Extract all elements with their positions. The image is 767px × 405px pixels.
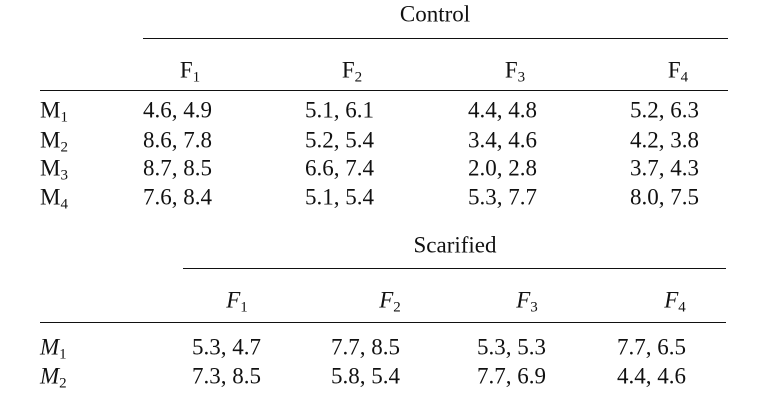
table-cell: 5.1, 5.4 <box>305 184 374 210</box>
label-base: F <box>379 287 394 313</box>
label-subscript: 4 <box>678 299 686 316</box>
rule <box>40 90 728 91</box>
label-subscript: 2 <box>60 139 68 156</box>
label-subscript: 1 <box>240 299 248 316</box>
label-base: M <box>40 334 60 360</box>
column-header: F2 <box>341 57 362 86</box>
table-cell: 8.7, 8.5 <box>143 155 212 181</box>
row-label: M2 <box>40 127 68 156</box>
row-label: M1 <box>40 97 68 126</box>
label-subscript: 3 <box>517 69 526 86</box>
label-base: F <box>341 57 355 83</box>
label-base: F <box>667 57 681 83</box>
label-base: M <box>40 97 61 123</box>
table-title: Scarified <box>413 232 497 258</box>
label-base: M <box>40 363 60 389</box>
rule <box>143 38 728 39</box>
label-subscript: 1 <box>59 346 67 363</box>
label-base: M <box>40 184 61 210</box>
row-label: M1 <box>40 334 67 363</box>
rule <box>40 322 726 323</box>
table-cell: 5.3, 7.7 <box>468 184 537 210</box>
table-cell: 8.6, 7.8 <box>143 127 212 153</box>
table-cell: 4.2, 3.8 <box>630 127 699 153</box>
label-base: F <box>179 57 193 83</box>
table-cell: 6.6, 7.4 <box>305 155 374 181</box>
table-cell: 5.2, 5.4 <box>305 127 374 153</box>
table-cell: 4.6, 4.9 <box>143 97 212 123</box>
table-cell: 5.3, 5.3 <box>477 334 546 360</box>
label-subscript: 4 <box>680 69 689 86</box>
label-subscript: 1 <box>60 109 68 126</box>
row-label: M2 <box>40 363 67 392</box>
label-base: F <box>664 287 679 313</box>
table-cell: 3.4, 4.6 <box>468 127 537 153</box>
label-base: F <box>504 57 518 83</box>
rule <box>183 268 726 269</box>
table-cell: 4.4, 4.8 <box>468 97 537 123</box>
table-cell: 8.0, 7.5 <box>630 184 699 210</box>
table-cell: 7.6, 8.4 <box>143 184 212 210</box>
label-base: F <box>516 287 531 313</box>
label-subscript: 1 <box>192 69 201 86</box>
label-base: F <box>226 287 241 313</box>
label-subscript: 3 <box>60 167 68 184</box>
table-cell: 3.7, 4.3 <box>630 155 699 181</box>
label-subscript: 3 <box>530 299 538 316</box>
label-subscript: 4 <box>60 196 68 213</box>
table-cell: 5.1, 6.1 <box>305 97 374 123</box>
table-cell: 2.0, 2.8 <box>468 155 537 181</box>
table-cell: 7.7, 6.9 <box>477 363 546 389</box>
label-base: M <box>40 127 61 153</box>
table-cell: 7.7, 8.5 <box>331 334 400 360</box>
column-header: F3 <box>516 287 538 316</box>
table-cell: 5.8, 5.4 <box>331 363 400 389</box>
column-header: F4 <box>667 57 688 86</box>
row-label: M3 <box>40 155 68 184</box>
table-cell: 5.3, 4.7 <box>192 334 261 360</box>
label-base: M <box>40 155 61 181</box>
column-header: F4 <box>664 287 686 316</box>
table-cell: 7.3, 8.5 <box>192 363 261 389</box>
table-title: Control <box>399 1 471 27</box>
row-label: M4 <box>40 184 68 213</box>
column-header: F2 <box>379 287 401 316</box>
column-header: F1 <box>226 287 248 316</box>
label-subscript: 2 <box>59 375 67 392</box>
label-subscript: 2 <box>393 299 401 316</box>
table-cell: 5.2, 6.3 <box>630 97 699 123</box>
label-subscript: 2 <box>354 69 363 86</box>
column-header: F3 <box>504 57 525 86</box>
table-cell: 7.7, 6.5 <box>617 334 686 360</box>
table-cell: 4.4, 4.6 <box>617 363 686 389</box>
column-header: F1 <box>179 57 200 86</box>
